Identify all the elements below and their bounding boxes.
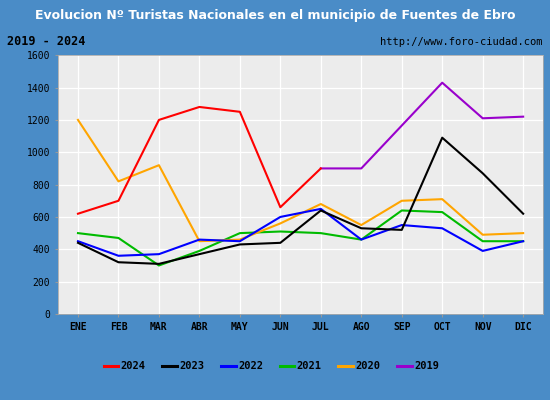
Text: Evolucion Nº Turistas Nacionales en el municipio de Fuentes de Ebro: Evolucion Nº Turistas Nacionales en el m… — [35, 8, 515, 22]
Text: 2022: 2022 — [238, 361, 263, 371]
Text: 2019 - 2024: 2019 - 2024 — [7, 35, 85, 48]
Text: 2019: 2019 — [414, 361, 439, 371]
Text: http://www.foro-ciudad.com: http://www.foro-ciudad.com — [381, 37, 543, 47]
Text: 2021: 2021 — [296, 361, 322, 371]
Text: 2024: 2024 — [120, 361, 146, 371]
Text: 2020: 2020 — [355, 361, 381, 371]
Text: 2023: 2023 — [179, 361, 205, 371]
